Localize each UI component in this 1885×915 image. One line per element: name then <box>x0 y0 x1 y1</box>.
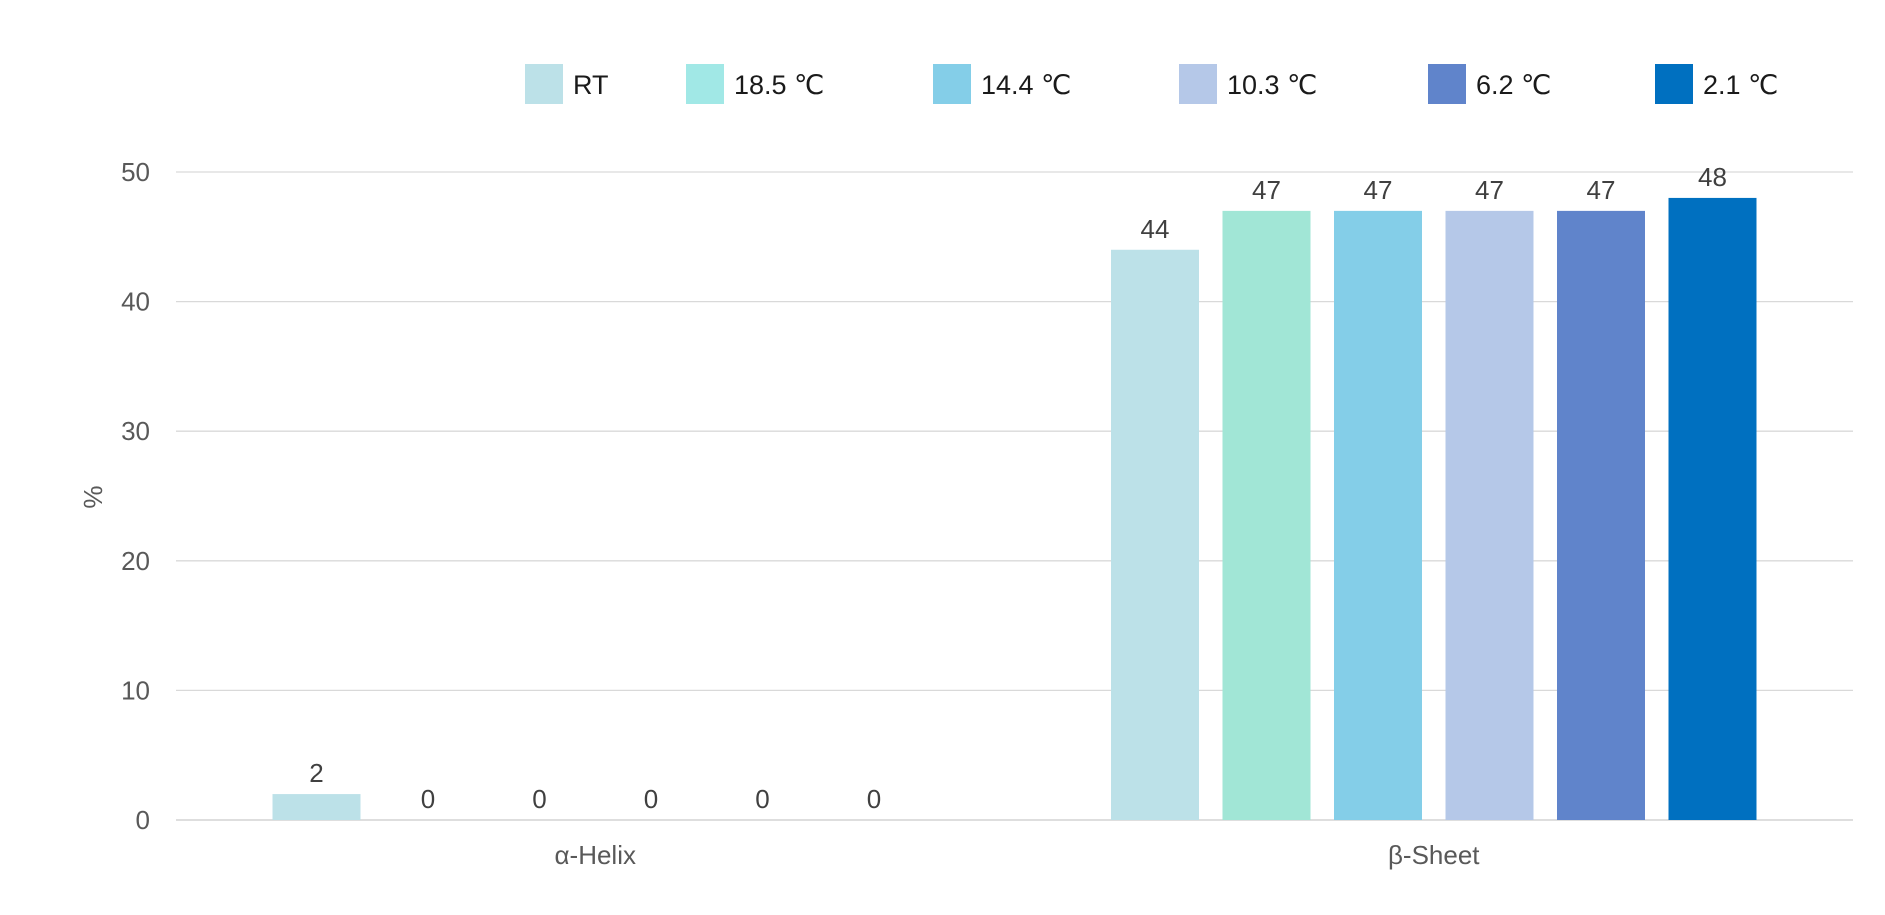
x-tick-label: β-Sheet <box>1388 840 1480 870</box>
legend-label: 6.2 ℃ <box>1476 70 1551 100</box>
data-label: 44 <box>1141 214 1170 244</box>
data-label: 0 <box>644 784 658 814</box>
bar <box>1334 210 1422 820</box>
x-tick-label: α-Helix <box>555 840 636 870</box>
y-tick-label: 10 <box>121 675 150 705</box>
y-tick-label: 0 <box>136 805 150 835</box>
data-label: 47 <box>1364 175 1393 205</box>
data-label: 48 <box>1698 162 1727 192</box>
y-axis-label: % <box>78 485 108 508</box>
data-label: 2 <box>309 758 323 788</box>
legend-swatch <box>1428 64 1466 104</box>
data-labels: 2 0 0 0 0 0 44 47 47 47 47 48 <box>309 162 1727 814</box>
legend-swatch <box>1655 64 1693 104</box>
legend: RT 18.5 ℃ 14.4 ℃ 10.3 ℃ 6.2 ℃ 2.1 ℃ <box>525 64 1778 104</box>
y-tick-label: 20 <box>121 546 150 576</box>
y-tick-label: 40 <box>121 287 150 317</box>
legend-label: 2.1 ℃ <box>1703 70 1778 100</box>
y-tick-label: 50 <box>121 157 150 187</box>
data-label: 0 <box>532 784 546 814</box>
bar <box>272 794 361 820</box>
data-label: 0 <box>421 784 435 814</box>
bars <box>272 197 1757 821</box>
bar <box>1668 197 1757 821</box>
legend-swatch <box>525 64 563 104</box>
legend-label: 10.3 ℃ <box>1227 70 1317 100</box>
bar <box>1557 210 1645 820</box>
data-label: 0 <box>867 784 881 814</box>
data-label: 47 <box>1587 175 1616 205</box>
bar <box>1222 210 1311 820</box>
legend-label: 14.4 ℃ <box>981 70 1071 100</box>
y-tick-label: 30 <box>121 416 150 446</box>
bar <box>1445 210 1534 820</box>
bar <box>1111 249 1199 820</box>
data-label: 0 <box>755 784 769 814</box>
legend-swatch <box>933 64 971 104</box>
data-label: 47 <box>1475 175 1504 205</box>
legend-label: 18.5 ℃ <box>734 70 824 100</box>
data-label: 47 <box>1252 175 1281 205</box>
legend-swatch <box>1179 64 1217 104</box>
legend-label: RT <box>573 70 609 100</box>
legend-swatch <box>686 64 724 104</box>
